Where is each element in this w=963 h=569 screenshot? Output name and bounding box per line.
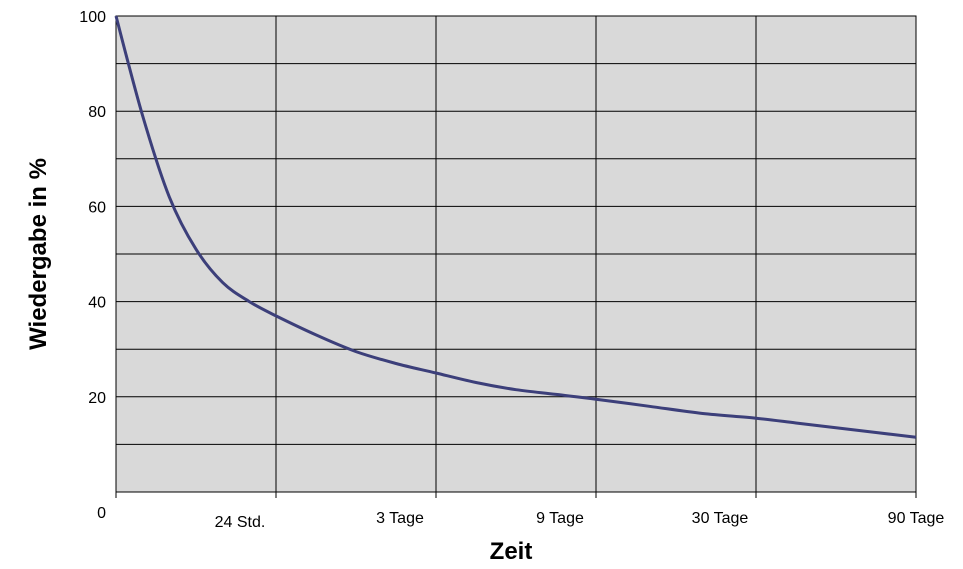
x-tick-label: 24 Std. bbox=[215, 514, 266, 531]
x-tick-label: 9 Tage bbox=[536, 510, 584, 527]
y-tick-label: 20 bbox=[88, 390, 106, 407]
retention-curve-line bbox=[114, 15, 917, 439]
x-tick-label: 3 Tage bbox=[376, 510, 424, 527]
x-axis-ticks: 24 Std. 3 Tage 9 Tage 30 Tage 90 Tage bbox=[115, 492, 945, 531]
x-axis-title: Zeit bbox=[490, 538, 533, 565]
y-axis-ticks: 0 20 40 60 80 100 bbox=[79, 9, 106, 522]
x-tick-label: 30 Tage bbox=[692, 510, 749, 527]
y-tick-label: 0 bbox=[97, 505, 106, 522]
y-tick-label: 60 bbox=[88, 199, 106, 216]
y-tick-label: 80 bbox=[88, 104, 106, 121]
x-tick-label: 90 Tage bbox=[888, 510, 945, 527]
y-axis-title: Wiedergabe in % bbox=[25, 158, 52, 350]
y-tick-label: 40 bbox=[88, 295, 106, 312]
grid-lines bbox=[116, 16, 916, 492]
y-tick-label: 100 bbox=[79, 9, 106, 26]
